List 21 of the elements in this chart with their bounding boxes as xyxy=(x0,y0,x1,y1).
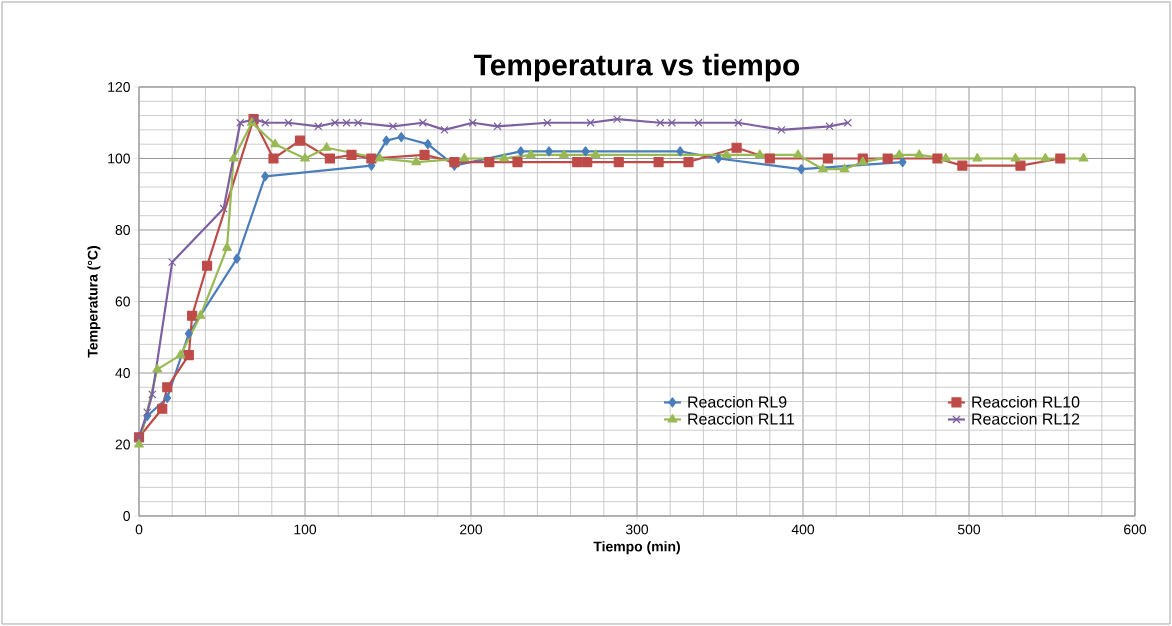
legend-label: Reaccion RL9 xyxy=(688,395,787,408)
y-tick-label: 80 xyxy=(115,225,130,235)
x-tick-label: 300 xyxy=(625,524,649,535)
y-tick-label: 0 xyxy=(123,511,130,521)
x-tick-label: 200 xyxy=(460,524,483,535)
chart-title: Temperatura vs tiempo xyxy=(474,53,800,82)
y-tick-label: 120 xyxy=(108,82,130,92)
x-tick-label: 0 xyxy=(135,524,143,535)
y-tick-label: 60 xyxy=(115,296,130,307)
x-tick-label: 400 xyxy=(791,524,815,535)
y-axis-title: Temperatura (°C) xyxy=(87,246,101,358)
x-tick-label: 600 xyxy=(1124,524,1147,535)
x-tick-label: 100 xyxy=(294,524,317,535)
legend-label: Reaccion RL12 xyxy=(972,412,1080,425)
y-tick-label: 40 xyxy=(115,368,130,378)
legend-label: Reaccion RL11 xyxy=(688,412,795,425)
y-tick-label: 100 xyxy=(108,153,130,164)
x-axis-title: Tiempo (min) xyxy=(593,541,680,555)
y-tick-label: 20 xyxy=(115,439,130,450)
legend-label: Reaccion RL10 xyxy=(972,395,1080,408)
x-tick-label: 500 xyxy=(957,524,981,535)
